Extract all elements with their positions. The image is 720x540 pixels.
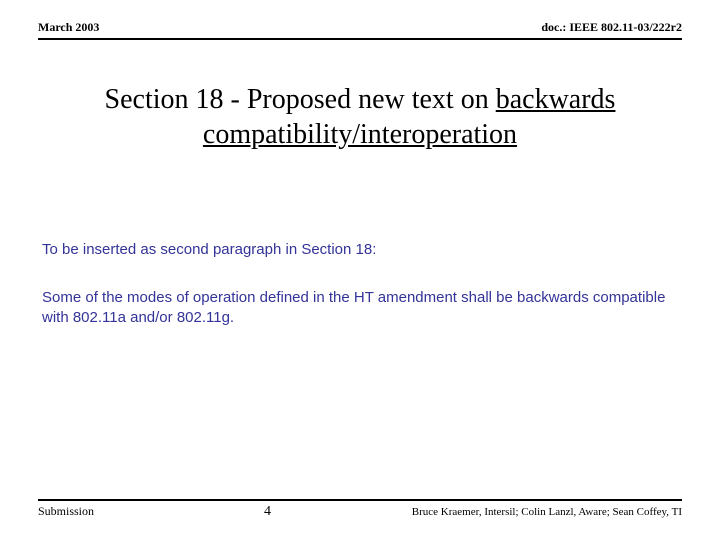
- footer-page-number: 4: [264, 504, 271, 520]
- footer-bar: Submission 4 Bruce Kraemer, Intersil; Co…: [38, 499, 682, 520]
- footer-submission: Submission: [38, 504, 94, 519]
- header-docnum: doc.: IEEE 802.11-03/222r2: [541, 20, 682, 35]
- header-date: March 2003: [38, 20, 99, 35]
- footer-authors: Bruce Kraemer, Intersil; Colin Lanzl, Aw…: [271, 506, 682, 518]
- body-paragraph: Some of the modes of operation defined i…: [42, 288, 678, 329]
- header-bar: March 2003 doc.: IEEE 802.11-03/222r2: [38, 20, 682, 40]
- page-title: Section 18 - Proposed new text on backwa…: [38, 82, 682, 152]
- title-prefix: Section 18 - Proposed new text on: [105, 84, 496, 115]
- intro-line: To be inserted as second paragraph in Se…: [42, 240, 678, 260]
